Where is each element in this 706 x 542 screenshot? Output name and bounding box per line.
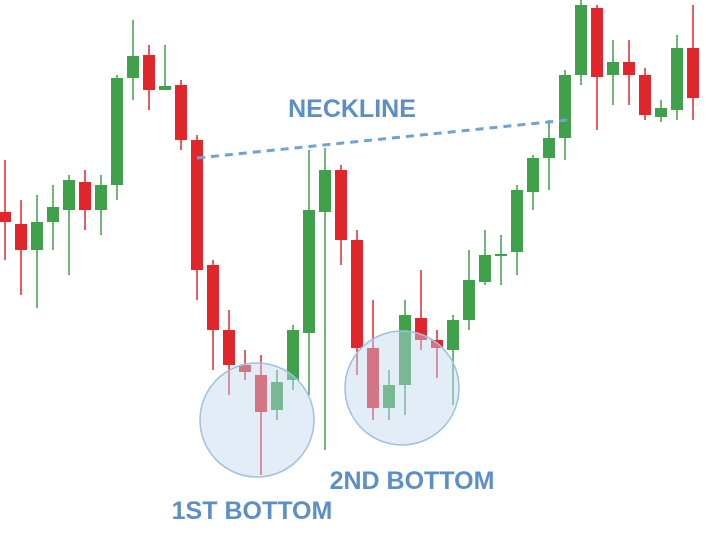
candle-body [335, 170, 347, 240]
candle-body [687, 48, 699, 98]
candle-body [543, 138, 555, 158]
candle-body [639, 75, 651, 115]
candle-body [415, 318, 427, 340]
candle-body [31, 222, 43, 250]
candle-body [159, 86, 171, 90]
candle-body [479, 255, 491, 282]
candle-body [255, 375, 267, 412]
bottom-label: 2ND BOTTOM [330, 467, 495, 495]
candle-body [399, 315, 411, 385]
candle-body [559, 75, 571, 138]
candle-body [287, 330, 299, 380]
candle-body [463, 280, 475, 320]
candle-body [511, 190, 523, 252]
candle-body [207, 265, 219, 330]
candle-body [223, 330, 235, 365]
bottom-circle [199, 362, 315, 478]
candle-body [0, 212, 11, 222]
candle-body [191, 140, 203, 270]
candle-body [175, 85, 187, 140]
candle-body [671, 48, 683, 110]
candle-body [367, 348, 379, 408]
neckline-label: NECKLINE [288, 95, 416, 123]
candle-body [95, 185, 107, 210]
neckline [196, 118, 569, 160]
candle-body [575, 5, 587, 75]
candle-body [271, 382, 283, 410]
candle-body [303, 210, 315, 333]
candle-body [591, 8, 603, 77]
candle-body [239, 365, 251, 372]
candle-body [111, 78, 123, 185]
candle-body [527, 158, 539, 192]
candle-body [655, 108, 667, 117]
candle-body [607, 62, 619, 75]
candle-body [15, 224, 27, 250]
candle-body [63, 180, 75, 210]
candle-body [79, 182, 91, 210]
bottom-circle [344, 330, 460, 446]
candle-body [431, 340, 443, 348]
bottom-label: 1ST BOTTOM [172, 497, 333, 525]
candle-body [143, 55, 155, 90]
candle-body [383, 385, 395, 408]
candle-body [495, 254, 507, 256]
candle-body [47, 207, 59, 222]
candles [0, 0, 699, 475]
candle-body [623, 62, 635, 75]
candle-body [447, 320, 459, 350]
candle-body [127, 56, 139, 78]
candle-body [351, 240, 363, 348]
candle-body [319, 170, 331, 212]
